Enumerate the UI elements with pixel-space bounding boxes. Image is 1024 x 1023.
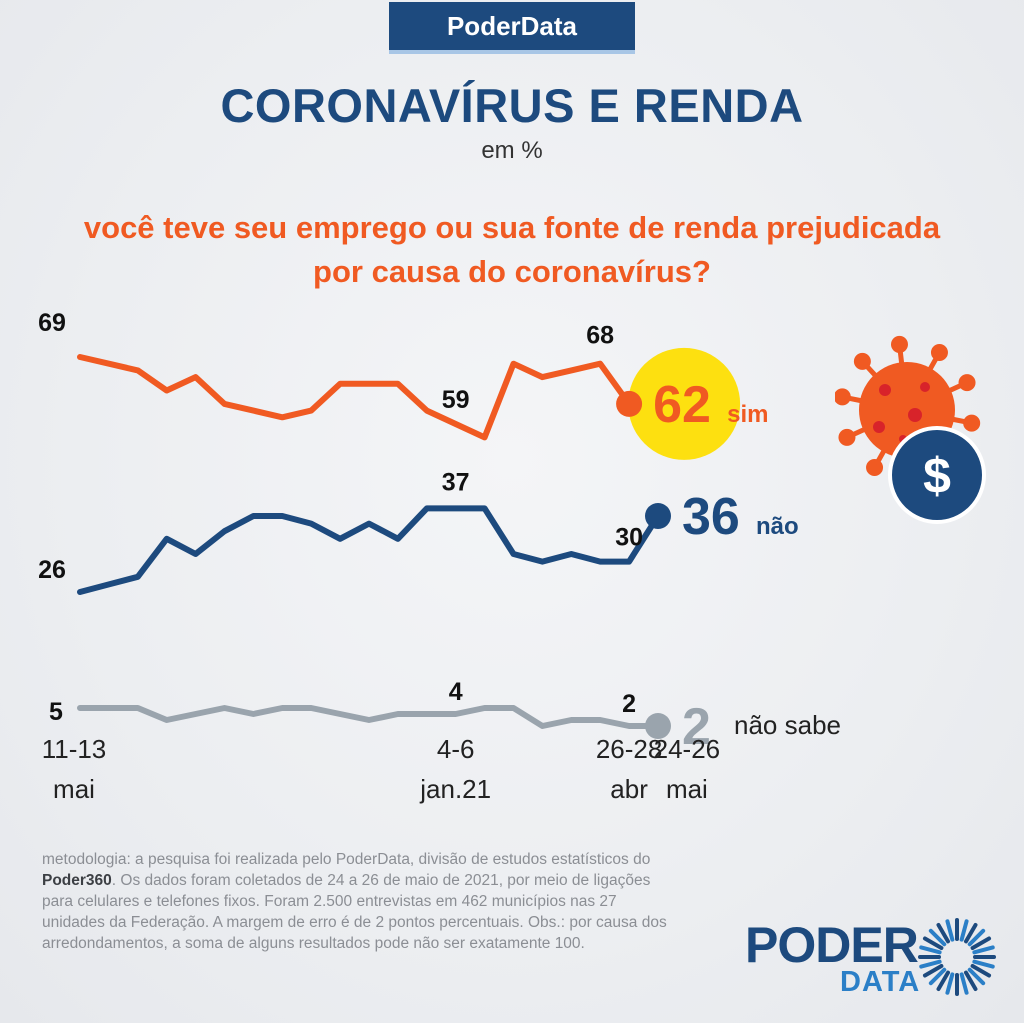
- logo-line1: PODER: [745, 917, 919, 973]
- virus-spike-tip: [866, 458, 884, 476]
- x-tick-label: 4-6: [437, 734, 475, 764]
- final-value-nao-sabe: 2: [682, 698, 711, 756]
- series-name-sim: sim: [727, 401, 768, 428]
- data-label: 4: [449, 678, 463, 706]
- dollar-icon: $: [888, 426, 986, 524]
- logo-burst-ray: [970, 964, 992, 978]
- x-tick-label: mai: [666, 774, 708, 804]
- methodology-prefix: metodologia: a pesquisa foi realizada pe…: [42, 851, 651, 868]
- logo-burst-ray: [936, 922, 950, 944]
- logo-burst-icon: [918, 918, 996, 996]
- data-label: 30: [615, 524, 643, 552]
- x-tick-label: 24-26: [654, 734, 721, 764]
- virus-spike-tip: [963, 414, 981, 432]
- dollar-glyph: $: [923, 448, 951, 504]
- logo-burst-ray: [959, 972, 969, 995]
- line-chart: 69 59 68 62 sim 26 37 30 36 não 5 4 2 2 não sabe 11-13 m…: [38, 309, 841, 804]
- logo-burst-ray: [964, 970, 978, 992]
- chart-title: CORONAVÍRUS E RENDA: [220, 79, 804, 132]
- series-name-nao: não: [756, 513, 799, 540]
- brand-header: PoderData: [389, 2, 635, 54]
- logo-burst-ray: [919, 959, 942, 969]
- highlight-circle: [628, 347, 741, 460]
- methodology-bold: Poder360: [42, 872, 112, 889]
- virus-spike-tip: [958, 374, 976, 392]
- logo-burst-ray: [936, 970, 950, 992]
- x-tick-label: mai: [53, 774, 95, 804]
- brand-label: PoderData: [446, 10, 578, 41]
- data-label: 59: [442, 386, 470, 414]
- data-label: 68: [586, 322, 614, 350]
- logo-burst-ray: [945, 919, 955, 942]
- logo-burst-ray: [928, 928, 947, 947]
- data-label: 37: [442, 468, 470, 496]
- survey-question: você teve seu emprego ou sua fonte de re…: [83, 210, 941, 289]
- virus-spike-tip: [853, 352, 871, 370]
- logo-burst-ray: [972, 959, 995, 969]
- data-label: 5: [49, 698, 63, 726]
- methodology-suffix: . Os dados foram coletados de 24 a 26 de…: [42, 872, 667, 952]
- logo-burst-ray: [922, 936, 944, 950]
- series-endpoint-nao-sabe: [645, 713, 671, 739]
- final-value-sim: 62: [653, 376, 711, 434]
- virus-money-illustration: $: [835, 335, 986, 524]
- logo-burst-ray: [970, 936, 992, 950]
- data-label: 26: [38, 556, 66, 584]
- series-line-nao-sabe: [77, 705, 661, 729]
- logo-burst-ray: [964, 922, 978, 944]
- logo-burst-ray: [922, 964, 944, 978]
- logo-burst-ray: [919, 945, 942, 955]
- logo-burst-ray: [972, 945, 995, 955]
- x-tick-label: 11-13: [42, 734, 107, 764]
- final-value-nao: 36: [682, 488, 740, 546]
- x-tick-label: abr: [610, 774, 648, 804]
- virus-spike-tip: [835, 388, 851, 406]
- logo-burst-ray: [967, 928, 986, 947]
- series-line-sim: [77, 354, 633, 441]
- data-label: 2: [622, 690, 636, 718]
- virus-spike-tip: [930, 344, 948, 362]
- virus-spike-tip: [890, 335, 908, 353]
- logo-burst-ray: [959, 919, 969, 942]
- series-line-nao: [77, 505, 661, 595]
- logo-burst-ray: [945, 972, 955, 995]
- series-name-nao-sabe: não sabe: [734, 710, 841, 740]
- data-label: 69: [38, 309, 66, 337]
- x-tick-label: jan.21: [419, 774, 491, 804]
- x-tick-label: 26-28: [596, 734, 663, 764]
- chart-unit: em %: [481, 137, 543, 164]
- poderdata-logo: PODER DATA: [745, 917, 996, 1002]
- series-endpoint-sim: [616, 390, 643, 417]
- series-endpoint-nao: [645, 503, 671, 529]
- logo-line2: DATA: [840, 966, 921, 998]
- logo-burst-ray: [967, 967, 986, 986]
- virus-spike-tip: [838, 428, 856, 446]
- methodology-note: metodologia: a pesquisa foi realizada pe…: [42, 849, 682, 954]
- logo-burst-ray: [928, 967, 947, 986]
